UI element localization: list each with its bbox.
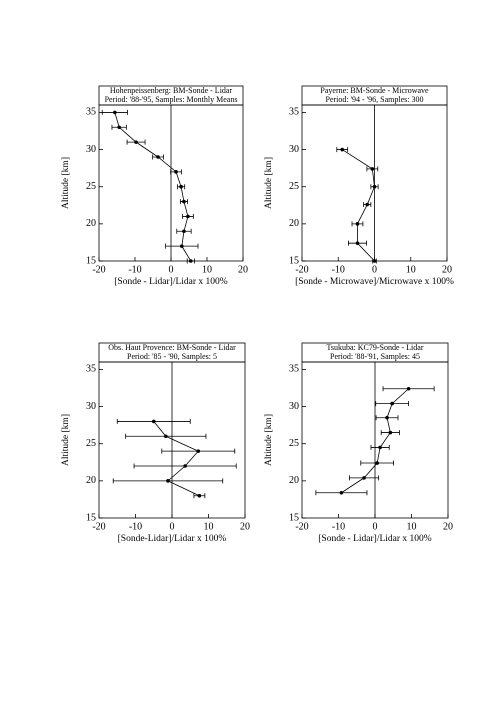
data-point: [372, 184, 377, 189]
x-tick-label: 0: [373, 521, 378, 532]
data-point: [388, 430, 393, 435]
x-tick-label: -20: [92, 521, 105, 532]
y-tick-label: 35: [86, 364, 96, 375]
y-tick-label: 30: [86, 401, 96, 412]
data-point: [182, 229, 186, 234]
data-point: [355, 241, 360, 245]
data-point: [197, 493, 202, 498]
y-tick-label: 20: [289, 218, 299, 229]
chart-subtitle: Period: '88-'95, Samples: Monthly Means: [105, 95, 238, 104]
data-point: [390, 401, 394, 406]
y-tick-label: 20: [86, 475, 96, 486]
data-point: [183, 464, 187, 468]
x-tick-label: 20: [442, 264, 452, 275]
data-point: [156, 155, 160, 159]
x-tick-label: 10: [202, 264, 212, 275]
y-tick-label: 15: [86, 255, 96, 266]
y-tick-label: 15: [289, 255, 299, 266]
profile-line: [341, 388, 409, 494]
data-point: [113, 110, 117, 115]
chart-title: Payerne: BM-Sonde - Microwave: [320, 86, 429, 95]
data-point: [180, 244, 184, 248]
data-point: [151, 419, 156, 424]
y-tick-label: 35: [289, 107, 299, 118]
x-tick-label: 20: [240, 521, 250, 532]
y-axis-label: Altitude [km]: [264, 414, 274, 466]
x-tick-label: 10: [406, 264, 416, 275]
x-axis-label: [Sonde-Lidar]/Lidar x 100%: [118, 534, 227, 544]
y-tick-label: 30: [289, 401, 299, 412]
data-point: [365, 202, 370, 207]
data-point: [355, 222, 360, 226]
y-tick-label: 30: [86, 144, 96, 155]
data-point: [370, 167, 375, 171]
chart-subtitle: Period: '94 - '96, Samples: 300: [326, 95, 424, 104]
y-axis-label: Altitude [km]: [264, 157, 274, 209]
x-tick-label: 0: [170, 521, 175, 532]
x-tick-label: 0: [372, 264, 377, 275]
y-tick-label: 35: [86, 107, 96, 118]
x-axis-label: [Sonde - Microwave]/Microwave x 100%: [295, 277, 454, 287]
chart-subtitle: Period: '85 - '90, Samples: 5: [127, 352, 217, 361]
x-tick-label: 0: [169, 264, 174, 275]
y-tick-label: 25: [289, 181, 299, 192]
y-axis-label: Altitude [km]: [61, 414, 71, 466]
data-point: [117, 125, 121, 130]
chart-title: Obs. Haut Provence: BM-Sonde - Lidar: [108, 343, 236, 352]
x-axis-label: [Sonde - Lidar]/Lidar x 100%: [318, 534, 432, 544]
x-tick-label: -20: [92, 264, 105, 275]
y-tick-label: 25: [86, 438, 96, 449]
data-point: [166, 479, 170, 483]
data-point: [378, 445, 382, 450]
y-tick-label: 15: [86, 512, 96, 523]
y-tick-label: 30: [289, 144, 299, 155]
data-point: [339, 490, 344, 495]
y-tick-label: 20: [289, 475, 299, 486]
y-tick-label: 20: [86, 218, 96, 229]
data-point: [189, 259, 193, 263]
y-tick-label: 15: [289, 512, 299, 523]
data-point: [134, 140, 138, 144]
x-tick-label: -10: [332, 521, 345, 532]
x-tick-label: 20: [443, 521, 453, 532]
y-tick-label: 25: [289, 438, 299, 449]
x-tick-label: -20: [295, 264, 308, 275]
data-point: [385, 415, 389, 420]
x-tick-label: -10: [332, 264, 345, 275]
data-point: [179, 184, 183, 189]
x-tick-label: 20: [238, 264, 248, 275]
y-tick-label: 35: [289, 364, 299, 375]
profile-line: [153, 421, 200, 497]
chart-title: Hohenpeissenberg: BM-Sonde - Lidar: [110, 86, 233, 95]
data-point: [406, 386, 411, 391]
x-tick-label: -10: [128, 264, 141, 275]
data-point: [186, 214, 190, 219]
data-point: [340, 147, 345, 152]
data-point: [362, 476, 366, 480]
data-point: [375, 461, 379, 465]
y-tick-label: 25: [86, 181, 96, 192]
x-tick-label: 10: [204, 521, 214, 532]
data-point: [163, 434, 168, 439]
x-axis-label: [Sonde - Lidar]/Lidar x 100%: [114, 277, 228, 287]
chart-title: Tsukuba: KC79-Sonde - Lidar: [327, 343, 424, 352]
data-point: [174, 170, 178, 174]
x-tick-label: 10: [407, 521, 417, 532]
data-point: [372, 259, 377, 263]
data-point: [196, 449, 201, 453]
y-axis-label: Altitude [km]: [61, 157, 71, 209]
x-tick-label: -20: [295, 521, 308, 532]
data-point: [182, 199, 186, 204]
chart-subtitle: Period: '88-'91, Samples: 45: [330, 352, 420, 361]
x-tick-label: -10: [129, 521, 142, 532]
